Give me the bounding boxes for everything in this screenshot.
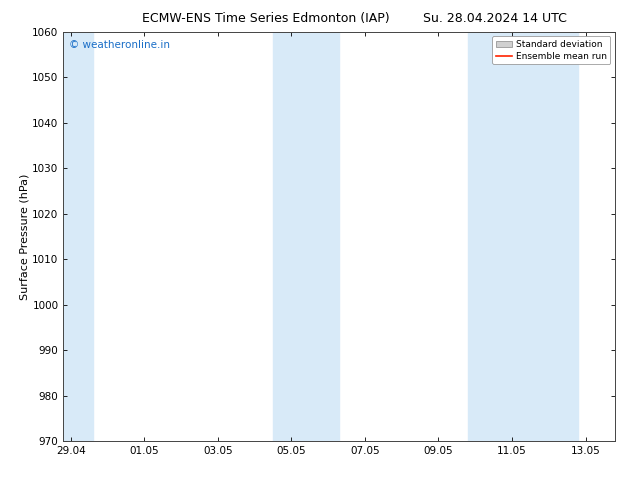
Bar xyxy=(468,32,578,441)
Text: Su. 28.04.2024 14 UTC: Su. 28.04.2024 14 UTC xyxy=(423,12,566,25)
Y-axis label: Surface Pressure (hPa): Surface Pressure (hPa) xyxy=(20,173,30,299)
Bar xyxy=(63,32,93,441)
Text: ECMW-ENS Time Series Edmonton (IAP): ECMW-ENS Time Series Edmonton (IAP) xyxy=(143,12,390,25)
Text: © weatheronline.in: © weatheronline.in xyxy=(69,40,170,50)
Legend: Standard deviation, Ensemble mean run: Standard deviation, Ensemble mean run xyxy=(493,36,611,64)
Bar xyxy=(273,32,339,441)
